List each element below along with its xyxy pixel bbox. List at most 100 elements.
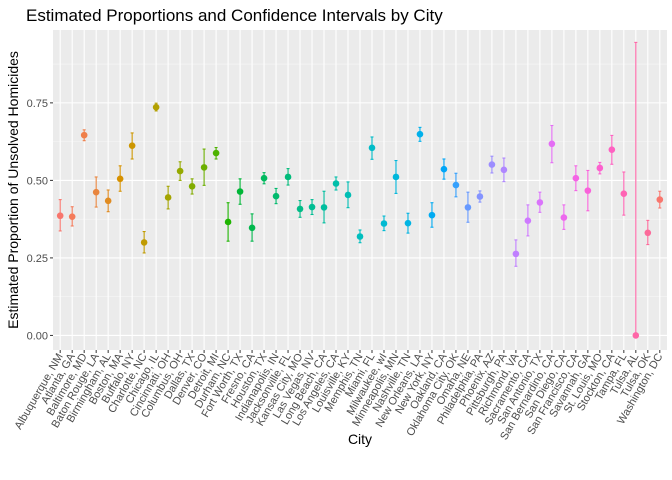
- point-group: [356, 229, 364, 244]
- point-group: [92, 176, 100, 208]
- point-group: [344, 181, 352, 209]
- point-group: [272, 187, 280, 205]
- point-group: [404, 212, 412, 234]
- point-group: [656, 190, 664, 209]
- point-group: [416, 126, 424, 142]
- estimate-point: [332, 180, 340, 187]
- point-group: [104, 189, 112, 213]
- estimate-point: [284, 173, 292, 181]
- estimate-point: [92, 188, 100, 196]
- point-group: [392, 159, 400, 194]
- point-group: [224, 202, 232, 242]
- estimate-point: [620, 190, 628, 198]
- y-axis-title: Estimated Proportion of Unsolved Homicid…: [5, 51, 21, 329]
- estimate-point: [632, 332, 640, 339]
- point-group: [164, 185, 172, 210]
- estimate-point: [656, 196, 664, 203]
- point-group: [332, 176, 340, 191]
- estimate-point: [488, 161, 496, 168]
- point-group: [632, 41, 640, 339]
- estimate-point: [464, 204, 472, 211]
- y-tick-label: 0.25: [27, 253, 48, 265]
- estimate-point: [512, 250, 520, 258]
- estimate-point: [644, 229, 652, 237]
- point-group: [200, 148, 208, 186]
- estimate-point: [248, 224, 256, 232]
- estimate-point: [344, 191, 352, 199]
- point-group: [260, 172, 268, 185]
- point-group: [500, 157, 508, 183]
- estimate-point: [536, 199, 544, 206]
- estimate-point: [308, 203, 316, 211]
- estimate-point: [452, 181, 460, 189]
- chart-title: Estimated Proportions and Confidence Int…: [26, 6, 443, 25]
- estimate-point: [224, 218, 232, 226]
- estimate-point: [560, 214, 568, 221]
- point-group: [428, 202, 436, 228]
- point-group: [248, 213, 256, 242]
- data-points: [56, 41, 664, 339]
- point-group: [524, 204, 532, 237]
- point-group: [284, 168, 292, 186]
- estimate-point: [272, 192, 280, 200]
- estimate-point: [140, 239, 148, 246]
- y-tick-label: 0.75: [27, 98, 48, 110]
- estimate-point: [80, 131, 88, 139]
- estimate-point: [200, 164, 208, 171]
- estimate-point: [572, 174, 580, 182]
- point-group: [320, 190, 328, 224]
- point-group: [140, 231, 148, 254]
- point-group: [452, 172, 460, 198]
- estimate-point: [152, 103, 160, 111]
- gridlines: [53, 30, 667, 350]
- point-group: [464, 191, 472, 223]
- point-group: [560, 204, 568, 230]
- estimate-point: [236, 188, 244, 195]
- point-group: [128, 132, 136, 160]
- point-group: [596, 161, 604, 175]
- point-group: [380, 215, 388, 232]
- point-group: [188, 178, 196, 195]
- point-group: [236, 178, 244, 205]
- estimate-point: [548, 140, 556, 148]
- point-group: [212, 146, 220, 160]
- point-group: [548, 124, 556, 164]
- point-group: [56, 199, 64, 232]
- estimate-point: [212, 149, 220, 157]
- point-group: [368, 136, 376, 160]
- estimate-point: [128, 142, 136, 149]
- point-group: [68, 206, 76, 227]
- estimate-point: [176, 167, 184, 175]
- estimate-point: [368, 144, 376, 152]
- estimate-point: [320, 204, 328, 211]
- estimate-point: [104, 197, 112, 205]
- estimate-point: [608, 146, 616, 153]
- point-group: [80, 129, 88, 142]
- point-group: [572, 165, 580, 192]
- estimate-point: [584, 187, 592, 194]
- estimate-point: [296, 205, 304, 213]
- y-axis: 0.00 0.25 0.50 0.75: [27, 98, 53, 342]
- estimate-point: [428, 211, 436, 219]
- point-group: [584, 169, 592, 212]
- point-group: [296, 199, 304, 218]
- y-tick-label: 0.50: [27, 175, 48, 187]
- point-group: [608, 134, 616, 165]
- estimate-point: [380, 220, 388, 227]
- point-group: [488, 155, 496, 174]
- estimate-point: [356, 233, 364, 240]
- point-group: [620, 171, 628, 216]
- point-group: [152, 102, 160, 112]
- point-group: [536, 191, 544, 213]
- x-axis-title: City: [348, 431, 372, 447]
- estimate-point: [392, 173, 400, 181]
- point-group: [116, 165, 124, 192]
- point-group: [644, 219, 652, 246]
- point-group: [476, 190, 484, 203]
- estimate-point: [260, 174, 268, 182]
- estimate-point: [404, 219, 412, 227]
- point-group: [440, 158, 448, 180]
- estimate-point: [68, 213, 76, 220]
